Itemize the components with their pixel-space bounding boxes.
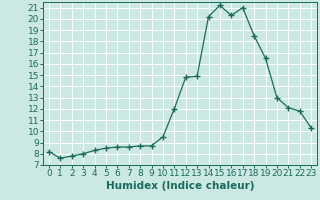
X-axis label: Humidex (Indice chaleur): Humidex (Indice chaleur) [106, 181, 254, 191]
